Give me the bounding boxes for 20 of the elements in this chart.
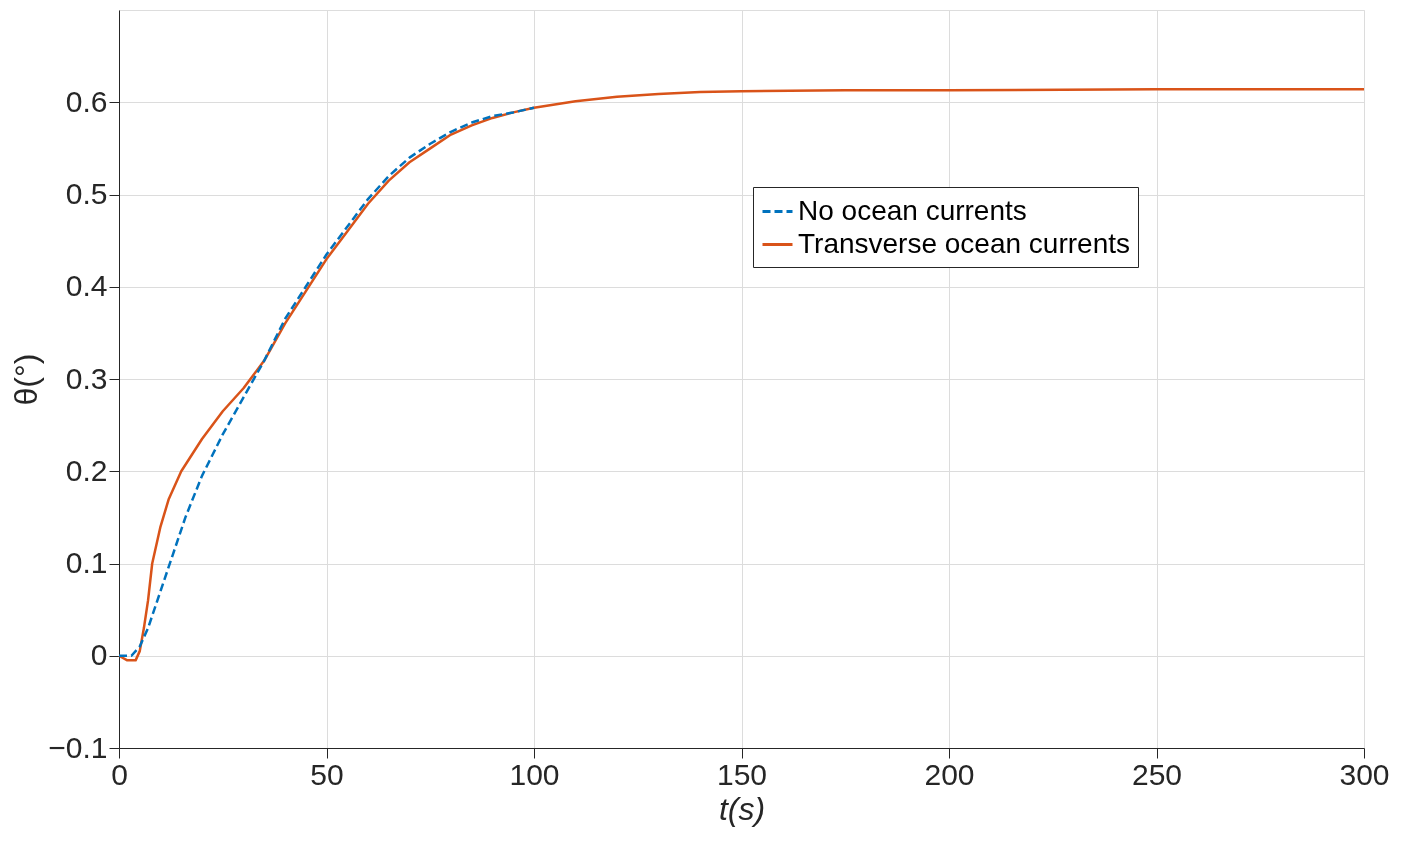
line-series: [117, 106, 536, 657]
x-tick-label: 250: [1131, 757, 1183, 791]
x-tick-label: 300: [1339, 757, 1390, 791]
legend-label: Transverse ocean currents: [798, 227, 1130, 259]
x-tick-label: 200: [924, 757, 975, 791]
x-axis-title: t(s): [718, 790, 766, 827]
legend-label: No ocean currents: [798, 194, 1027, 226]
y-tick-label: −0.1: [48, 730, 108, 764]
y-tick-label: 0.1: [65, 546, 108, 579]
x-tick-label: 150: [716, 757, 768, 791]
y-tick-label: 0.4: [65, 269, 108, 303]
y-axis-title: θ(°): [8, 353, 45, 406]
y-tick-label: 0.3: [65, 361, 108, 395]
y-tick-label: 0.2: [65, 453, 108, 487]
y-tick-label: 0.5: [65, 177, 108, 210]
line-series: [117, 88, 1366, 662]
y-tick-label: 0.6: [65, 84, 108, 118]
x-tick-label: 50: [310, 757, 344, 791]
y-tick-label: 0: [90, 638, 108, 672]
x-tick-label: 100: [509, 757, 560, 791]
